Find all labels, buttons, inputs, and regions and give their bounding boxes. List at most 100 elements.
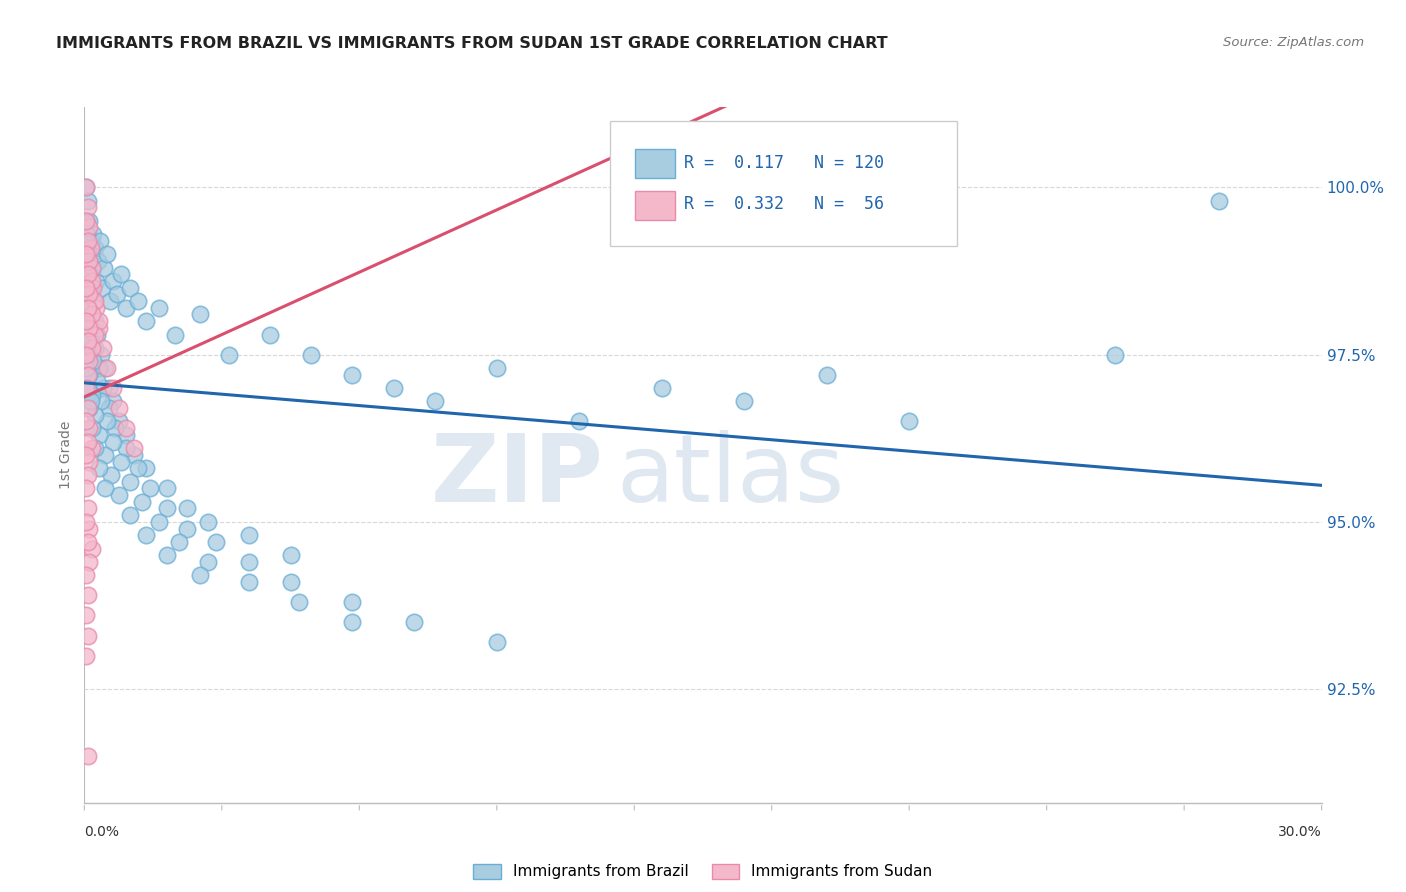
Point <box>93 260 115 275</box>
Point <box>103 381 125 395</box>
Point <box>76 201 98 215</box>
Point <box>176 501 198 516</box>
Point <box>188 308 211 322</box>
Point <box>167 535 190 549</box>
Point <box>76 368 98 382</box>
Point <box>76 268 98 282</box>
Point <box>79 334 101 349</box>
Point <box>80 421 103 435</box>
Point <box>76 588 98 602</box>
Point <box>80 308 103 322</box>
Point <box>75 180 97 194</box>
Point <box>176 522 198 536</box>
Point <box>87 428 110 442</box>
Point <box>76 501 98 516</box>
Point <box>485 361 508 376</box>
Point <box>79 268 101 282</box>
Point <box>79 253 101 268</box>
Point <box>76 234 98 248</box>
Point <box>94 361 117 376</box>
Point <box>568 415 591 429</box>
Point <box>75 247 97 261</box>
Point <box>83 314 105 328</box>
Point <box>815 368 838 382</box>
Point <box>82 260 104 275</box>
Point <box>79 214 101 228</box>
Point <box>75 361 97 376</box>
Point <box>77 314 100 328</box>
Point <box>280 549 302 563</box>
Point <box>77 381 100 395</box>
Point <box>96 415 118 429</box>
Point <box>96 361 118 376</box>
Y-axis label: 1st Grade: 1st Grade <box>59 421 73 489</box>
Point <box>82 227 104 242</box>
Point <box>76 334 98 349</box>
Text: 30.0%: 30.0% <box>1278 825 1322 839</box>
Point <box>76 401 98 416</box>
Point <box>79 522 101 536</box>
Point <box>79 301 101 315</box>
Point <box>75 180 97 194</box>
Point <box>299 348 322 362</box>
FancyBboxPatch shape <box>636 191 675 219</box>
Point <box>79 368 101 382</box>
Point <box>76 281 98 295</box>
Point <box>79 220 101 235</box>
Text: ZIP: ZIP <box>432 430 605 522</box>
Point <box>82 281 104 295</box>
Point <box>98 381 121 395</box>
Point <box>83 341 105 355</box>
Point <box>165 327 187 342</box>
Point <box>91 381 114 395</box>
Point <box>79 401 101 416</box>
Point <box>94 448 117 462</box>
Point <box>86 253 108 268</box>
Point <box>76 629 98 643</box>
Point <box>79 354 101 368</box>
Point <box>104 421 127 435</box>
Point <box>79 234 101 248</box>
Point <box>156 549 179 563</box>
Point <box>485 635 508 649</box>
Point <box>1104 348 1126 362</box>
Point <box>75 214 97 228</box>
Point <box>90 281 112 295</box>
Point <box>75 214 97 228</box>
Point <box>76 468 98 483</box>
Point <box>118 508 141 523</box>
Point <box>342 595 364 609</box>
Point <box>80 341 103 355</box>
Point <box>87 321 110 335</box>
Point <box>80 387 103 401</box>
Point <box>103 434 125 449</box>
Point <box>98 294 121 309</box>
Point <box>80 321 103 335</box>
Point <box>90 348 112 362</box>
FancyBboxPatch shape <box>636 149 675 178</box>
Point <box>86 327 108 342</box>
Point <box>80 260 103 275</box>
Point <box>108 401 131 416</box>
Point <box>114 301 136 315</box>
Point <box>75 448 97 462</box>
Point <box>135 461 157 475</box>
Point <box>288 595 311 609</box>
Point <box>1208 194 1230 208</box>
Point <box>238 575 260 590</box>
Text: 0.0%: 0.0% <box>84 825 120 839</box>
Point <box>103 274 125 288</box>
Point <box>82 294 104 309</box>
Point <box>76 227 98 242</box>
Point <box>84 301 107 315</box>
Point <box>108 488 131 502</box>
Point <box>898 415 921 429</box>
Point <box>127 294 149 309</box>
Point <box>75 327 97 342</box>
Point <box>79 241 101 255</box>
Point <box>197 555 219 569</box>
Point <box>79 281 101 295</box>
Point <box>94 482 117 496</box>
Point <box>83 327 105 342</box>
Point <box>205 535 228 549</box>
